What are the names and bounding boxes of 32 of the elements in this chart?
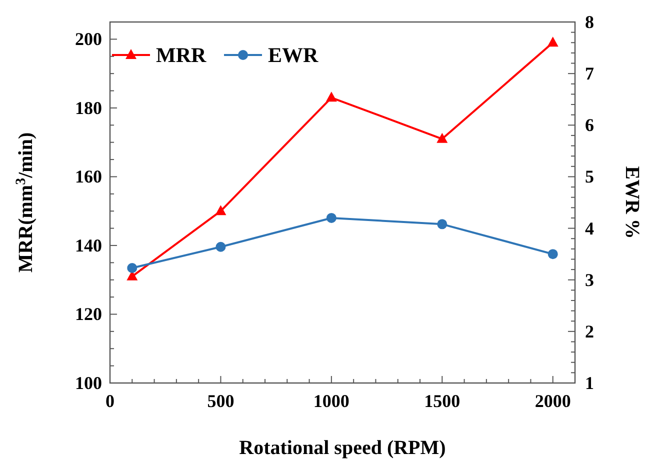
point bbox=[215, 205, 226, 216]
y-tick-label: 120 bbox=[75, 304, 102, 324]
x-tick-label: 0 bbox=[106, 391, 114, 411]
y-tick-label: 200 bbox=[75, 29, 102, 50]
y2-tick-label: 3 bbox=[585, 270, 594, 290]
y-tick-label: 180 bbox=[75, 98, 102, 118]
point bbox=[547, 36, 558, 47]
point bbox=[216, 242, 226, 252]
y2-tick-label: 1 bbox=[585, 373, 594, 393]
legend-label: MRR bbox=[156, 43, 207, 67]
point bbox=[436, 132, 448, 143]
y-tick-label: 140 bbox=[75, 235, 102, 256]
y2-axis-title: EWR % bbox=[621, 166, 643, 239]
point bbox=[326, 212, 336, 223]
y-tick-label: 100 bbox=[75, 373, 102, 393]
y2-tick-label: 7 bbox=[585, 64, 594, 84]
y-tick-label: 160 bbox=[75, 166, 102, 187]
x-axis-title: Rotational speed (RPM) bbox=[239, 437, 446, 459]
x-tick-label: 2000 bbox=[534, 391, 571, 411]
point bbox=[127, 262, 138, 273]
point bbox=[437, 219, 448, 230]
x-tick-label: 1500 bbox=[424, 391, 460, 411]
y2-tick-label: 8 bbox=[585, 12, 594, 32]
y2-tick-label: 5 bbox=[585, 166, 594, 187]
x-tick-label: 1000 bbox=[313, 391, 350, 411]
point bbox=[548, 249, 558, 260]
point bbox=[326, 92, 337, 102]
y2-tick-label: 6 bbox=[585, 115, 594, 136]
x-tick-label: 500 bbox=[207, 391, 234, 411]
legend-label: EWR bbox=[268, 43, 320, 67]
y2-tick-label: 4 bbox=[585, 218, 594, 238]
y2-tick-label: 2 bbox=[585, 321, 594, 342]
